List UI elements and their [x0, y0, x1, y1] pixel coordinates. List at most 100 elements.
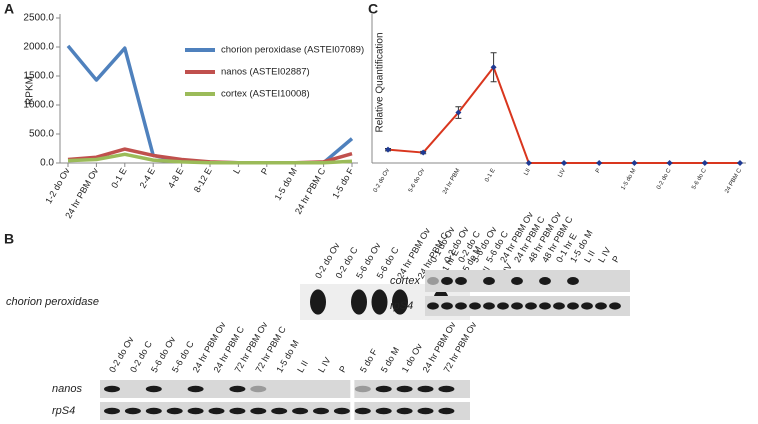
marker — [525, 160, 532, 166]
gel-band — [539, 277, 551, 285]
gel-band — [354, 407, 371, 415]
marker — [737, 160, 743, 166]
gel-band — [539, 302, 551, 310]
gel-band — [595, 302, 607, 310]
marker — [385, 146, 391, 153]
marker — [420, 149, 427, 156]
gel-band — [438, 407, 455, 415]
marker — [666, 160, 673, 166]
gel-band — [438, 385, 455, 393]
gel-band — [455, 302, 467, 310]
x-tick-label: 2-4 E — [138, 166, 157, 190]
gel-band — [567, 277, 579, 285]
legend-label: cortex (ASTEI10008) — [221, 89, 310, 100]
lane-label: 5 do M — [379, 345, 401, 374]
gel-band — [441, 302, 453, 310]
gel-band — [351, 289, 367, 315]
y-tick-label: 2500.0 — [23, 13, 54, 24]
x-tick-label: L — [231, 166, 242, 175]
marker — [561, 160, 567, 166]
row-label: rpS4 — [52, 405, 75, 417]
y-tick-label: 1000.0 — [23, 100, 54, 111]
x-tick-label: 24 hr PBM — [442, 168, 461, 196]
gel-band — [166, 407, 183, 415]
gel-band — [104, 385, 120, 393]
x-tick-label: 5-6 do Ov — [408, 168, 426, 194]
gel-band — [511, 302, 523, 310]
gel-band — [455, 277, 467, 285]
row-label: chorion peroxidase — [6, 296, 99, 308]
gel-band — [553, 302, 565, 310]
gel-band — [187, 385, 204, 393]
x-tick-label: 1-5 do F — [330, 166, 356, 200]
panel-label: C — [368, 1, 378, 17]
gel-band — [396, 385, 413, 393]
y-axis-label: RPKM — [25, 76, 36, 105]
gel-band — [511, 277, 523, 285]
x-tick-label: LII — [523, 168, 532, 177]
gel-band — [208, 407, 225, 415]
x-tick-label: 0-2 do Ov — [373, 168, 391, 194]
gel-band — [310, 289, 326, 315]
row-label: cortex — [390, 275, 420, 287]
x-tick-label: 0-1 E — [484, 168, 496, 183]
gel-band — [229, 385, 246, 393]
lane-label: L IV — [596, 246, 613, 265]
lane-label: L II — [295, 359, 310, 375]
gel-band — [250, 407, 267, 415]
gel-lane-strip — [425, 270, 630, 292]
x-tick-label: 1-5 do M — [620, 168, 637, 192]
gel-band — [375, 407, 392, 415]
x-tick-label: 1-5 do M — [273, 166, 299, 202]
x-tick-label: 24 hr PBM C — [293, 166, 328, 216]
panel-label: A — [4, 1, 14, 17]
gel-band — [354, 385, 371, 393]
gel-band — [581, 302, 593, 310]
gel-band — [371, 289, 388, 315]
gel-band — [145, 407, 162, 415]
gel-band — [441, 277, 453, 285]
gel-band — [313, 407, 329, 415]
gel-band — [525, 302, 537, 310]
legend-label: nanos (ASTEI02887) — [221, 67, 310, 78]
x-tick-label: 24 PBM C — [724, 167, 743, 194]
marker — [701, 160, 708, 166]
gel-band — [124, 407, 141, 415]
gel-lane-strip — [100, 380, 470, 398]
x-tick-label: 5-6 do C — [691, 167, 708, 191]
y-axis-label: Relative Quantification — [375, 32, 386, 132]
row-label: rpS4 — [390, 300, 413, 312]
gel-band — [417, 385, 434, 393]
x-tick-label: LIV — [557, 168, 567, 179]
gel-band — [271, 407, 288, 415]
gel-band — [104, 407, 120, 415]
gel-band — [567, 302, 579, 310]
gel-band — [427, 302, 439, 310]
marker — [455, 109, 462, 116]
marker — [490, 64, 497, 71]
x-tick-label: 0-1 E — [109, 166, 128, 190]
gel-band — [469, 302, 481, 310]
line — [67, 152, 353, 165]
lane-label: P — [610, 254, 622, 264]
gel-band — [483, 277, 495, 285]
gel-band — [609, 302, 621, 310]
gel-band — [187, 407, 204, 415]
gel-band — [375, 385, 392, 393]
lane-label: P — [337, 364, 349, 374]
y-tick-label: 2000.0 — [23, 42, 54, 53]
gel-band — [497, 302, 509, 310]
gel-band — [292, 407, 309, 415]
lane-label: 5 do F — [358, 347, 380, 375]
gel-band — [427, 277, 439, 285]
lane-label: L IV — [316, 356, 333, 375]
gel-band — [333, 407, 350, 415]
x-tick-label: P — [595, 168, 602, 174]
x-tick-label: 4-8 E — [166, 166, 185, 190]
gel-band — [417, 407, 434, 415]
x-tick-label: 0-2 do C — [656, 167, 673, 191]
marker — [596, 160, 603, 166]
y-tick-label: 500.0 — [29, 129, 54, 140]
x-tick-label: 1-2 do Ov — [43, 166, 72, 206]
gel-band — [145, 385, 162, 393]
